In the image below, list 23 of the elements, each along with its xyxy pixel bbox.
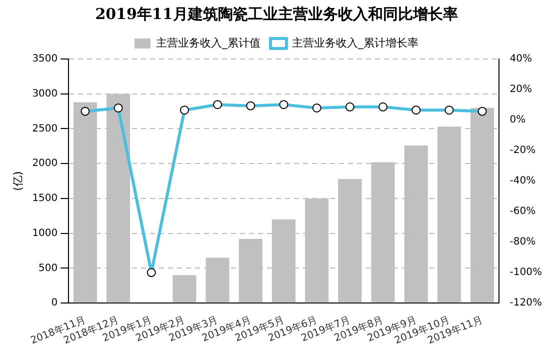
y-axis-title: (亿) xyxy=(11,171,24,191)
y2-tick-label: 0% xyxy=(510,114,526,126)
y2-tick-label: 40% xyxy=(510,54,532,65)
y-tick-label: 3500 xyxy=(32,54,58,65)
y-tick-label: 1000 xyxy=(32,228,58,239)
y-tick-label: 2000 xyxy=(32,158,58,170)
y-tick-label: 3000 xyxy=(32,88,58,100)
bar xyxy=(437,126,461,303)
y2-tick-label: -40% xyxy=(510,176,536,187)
legend-label: 主营业务收入_累计增长率 xyxy=(292,36,418,50)
y-tick-label: 2500 xyxy=(32,123,58,134)
bar xyxy=(172,275,196,303)
y2-tick-label: -120% xyxy=(510,298,542,309)
legend-label: 主营业务收入_累计值 xyxy=(156,36,260,50)
chart-title: 2019年11月建筑陶瓷工业主营业务收入和同比增长率 xyxy=(95,4,458,23)
y2-tick-label: -80% xyxy=(510,236,536,248)
y-tick-label: 1500 xyxy=(32,193,58,204)
y2-tick-label: -100% xyxy=(510,267,542,278)
y-tick-label: 0 xyxy=(51,298,58,309)
y2-tick-label: -20% xyxy=(510,145,536,156)
y-tick-label: 500 xyxy=(38,262,58,274)
y2-tick-label: -60% xyxy=(510,206,536,218)
y2-tick-label: 20% xyxy=(510,84,532,96)
